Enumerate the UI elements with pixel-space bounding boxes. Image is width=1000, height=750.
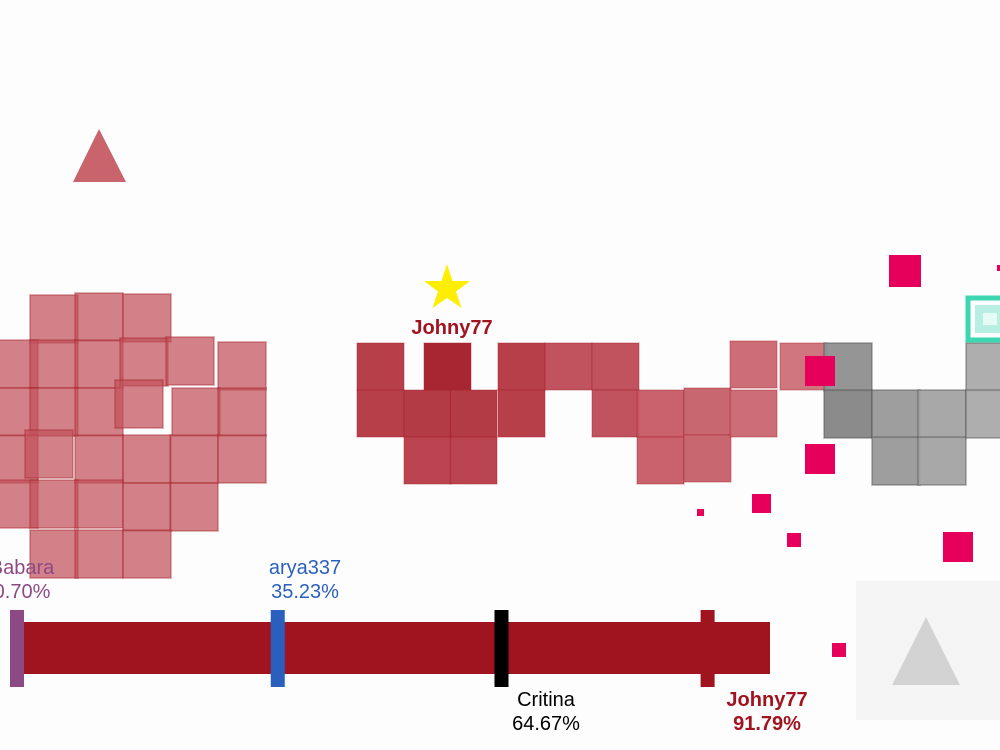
food-pickups	[697, 255, 1000, 657]
progress-marker-critina	[494, 610, 509, 687]
blob-cell	[171, 387, 221, 437]
opponent-segment	[965, 389, 1000, 439]
player-name-label: Johny77	[411, 317, 493, 339]
player-snake	[356, 340, 828, 485]
opponent-segment	[871, 436, 921, 486]
progress-track	[10, 622, 770, 674]
food-pickup	[787, 533, 801, 547]
snake-segment	[449, 389, 498, 438]
progress-marker-babara	[10, 610, 24, 687]
blob-cell	[122, 529, 172, 579]
opponent-segment	[917, 436, 967, 486]
snake-segment	[636, 389, 685, 438]
marker-name: Johny77	[726, 689, 808, 711]
food-pickup	[943, 532, 973, 562]
snake-segment	[591, 342, 640, 391]
food-pickup	[997, 265, 1000, 271]
blob-cell	[29, 294, 79, 344]
blob-cell	[29, 479, 79, 529]
opponent-segment	[965, 342, 1000, 392]
marker-percent: 64.67%	[512, 713, 580, 735]
snake-segment	[449, 436, 498, 485]
marker-percent: 91.79%	[733, 713, 801, 735]
blob-cell	[74, 479, 124, 529]
star-icon	[424, 264, 470, 308]
snake-segment	[403, 389, 452, 438]
blob-cell	[122, 293, 172, 343]
opponent-snake	[823, 342, 1000, 486]
progress-marker-johny77	[700, 610, 715, 687]
blob-cell	[74, 529, 124, 579]
marker-label-arya337: arya337 35.23%	[245, 556, 365, 604]
blob-cell	[169, 434, 219, 484]
blob-cell	[74, 292, 124, 342]
snake-segment	[683, 387, 732, 436]
blob-cell	[74, 434, 124, 484]
snake-segment	[497, 342, 546, 391]
food-pickup	[832, 643, 846, 657]
blob-cell	[169, 482, 219, 532]
marker-name: Critina	[517, 689, 575, 711]
blob-cell	[122, 482, 172, 532]
blob-cell	[24, 429, 74, 479]
marker-name: arya337	[268, 557, 342, 579]
food-pickup	[752, 494, 771, 513]
powerup-icon	[965, 295, 1000, 343]
snake-segment	[729, 340, 778, 389]
food-pickup	[889, 255, 921, 287]
blob-cells	[0, 292, 267, 579]
snake-segment	[356, 342, 405, 391]
blob-cell	[119, 337, 169, 387]
snake-segment	[497, 389, 546, 438]
snake-segment	[403, 436, 452, 485]
snake-segment	[636, 436, 685, 485]
blob-cell	[122, 434, 172, 484]
snake-segment	[591, 389, 640, 438]
snake-segment	[544, 342, 593, 391]
blob-cell	[165, 336, 215, 386]
snake-segment	[729, 389, 778, 438]
marker-percent: 35.23%	[271, 581, 339, 603]
marker-label-johny77: Johny77 91.79%	[707, 688, 827, 736]
opponent-segment	[871, 389, 921, 439]
marker-label-critina: Critina 64.67%	[486, 688, 606, 736]
marker-name: Babara	[0, 557, 55, 579]
food-pickup	[697, 509, 704, 516]
snake-segment	[683, 434, 732, 483]
opponent-segment	[823, 389, 873, 439]
blob-cell	[29, 339, 79, 389]
blob-cell	[114, 379, 164, 429]
blob-cell	[29, 387, 79, 437]
marker-label-babara: Babara 0.70%	[0, 556, 82, 604]
triangle-icon	[73, 129, 126, 182]
food-pickup	[805, 356, 835, 386]
marker-percent: 0.70%	[0, 581, 51, 603]
snake-segment	[356, 389, 405, 438]
blob-cell	[217, 387, 267, 437]
snake-segment	[423, 342, 472, 391]
triangle-up-button-icon[interactable]	[892, 617, 960, 685]
blob-cell	[217, 341, 267, 391]
progress-marker-arya337	[270, 610, 285, 687]
progress-markers	[10, 610, 715, 687]
food-pickup	[805, 444, 835, 474]
blob-cell	[217, 434, 267, 484]
opponent-segment	[917, 389, 967, 439]
blob-cell	[29, 529, 79, 579]
